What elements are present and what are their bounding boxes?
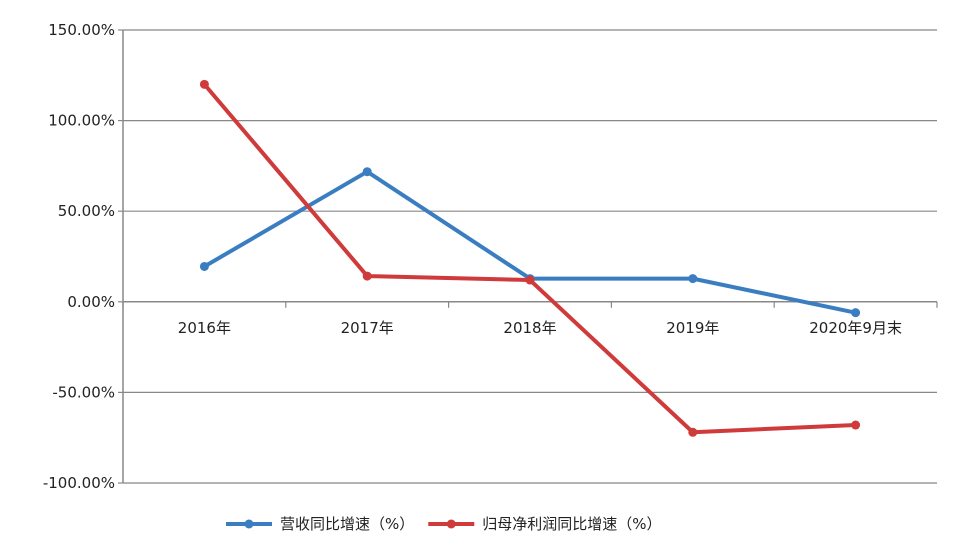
data-point: [851, 420, 861, 430]
y-axis-tick-labels: 150.00% 100.00% 50.00% 0.00% -50.00% -100.00%: [43, 21, 115, 492]
y-tick-label: -100.00%: [43, 474, 115, 492]
legend: 营收同比增速（%） 归母净利润同比增速（%）: [226, 515, 662, 533]
x-tick-label: 2018年: [503, 319, 556, 337]
y-tick-label: 0.00%: [67, 293, 115, 311]
y-tick-label: 50.00%: [58, 202, 115, 220]
legend-item-1: 归母净利润同比增速（%）: [428, 515, 662, 533]
series: [199, 79, 861, 437]
legend-label: 归母净利润同比增速（%）: [482, 515, 661, 533]
y-tick-label: -50.00%: [52, 383, 115, 401]
y-tick-label: 150.00%: [48, 21, 115, 39]
x-tick-label: 2016年: [178, 319, 231, 337]
data-point: [525, 275, 535, 285]
series-1: [199, 79, 861, 437]
x-tick-label: 2020年9月末: [809, 319, 902, 337]
legend-marker: [446, 519, 456, 529]
data-point: [199, 261, 209, 271]
series-line: [202, 82, 858, 435]
data-point: [362, 271, 372, 281]
x-tick-label: 2017年: [341, 319, 394, 337]
data-point: [199, 79, 209, 89]
gridlines: [118, 29, 937, 484]
x-tick-label: 2019年: [666, 319, 719, 337]
axes: [122, 30, 937, 483]
series-0: [199, 167, 861, 318]
y-tick-label: 100.00%: [48, 112, 115, 130]
data-point: [688, 427, 698, 437]
series-line: [202, 169, 858, 315]
data-point: [362, 167, 372, 177]
legend-item-0: 营收同比增速（%）: [226, 515, 414, 533]
legend-marker: [244, 519, 254, 529]
data-point: [851, 308, 861, 318]
legend-label: 营收同比增速（%）: [280, 515, 414, 533]
data-point: [688, 274, 698, 284]
x-axis-ticks: 2016年 2017年 2018年 2019年 2020年9月末: [122, 301, 938, 337]
